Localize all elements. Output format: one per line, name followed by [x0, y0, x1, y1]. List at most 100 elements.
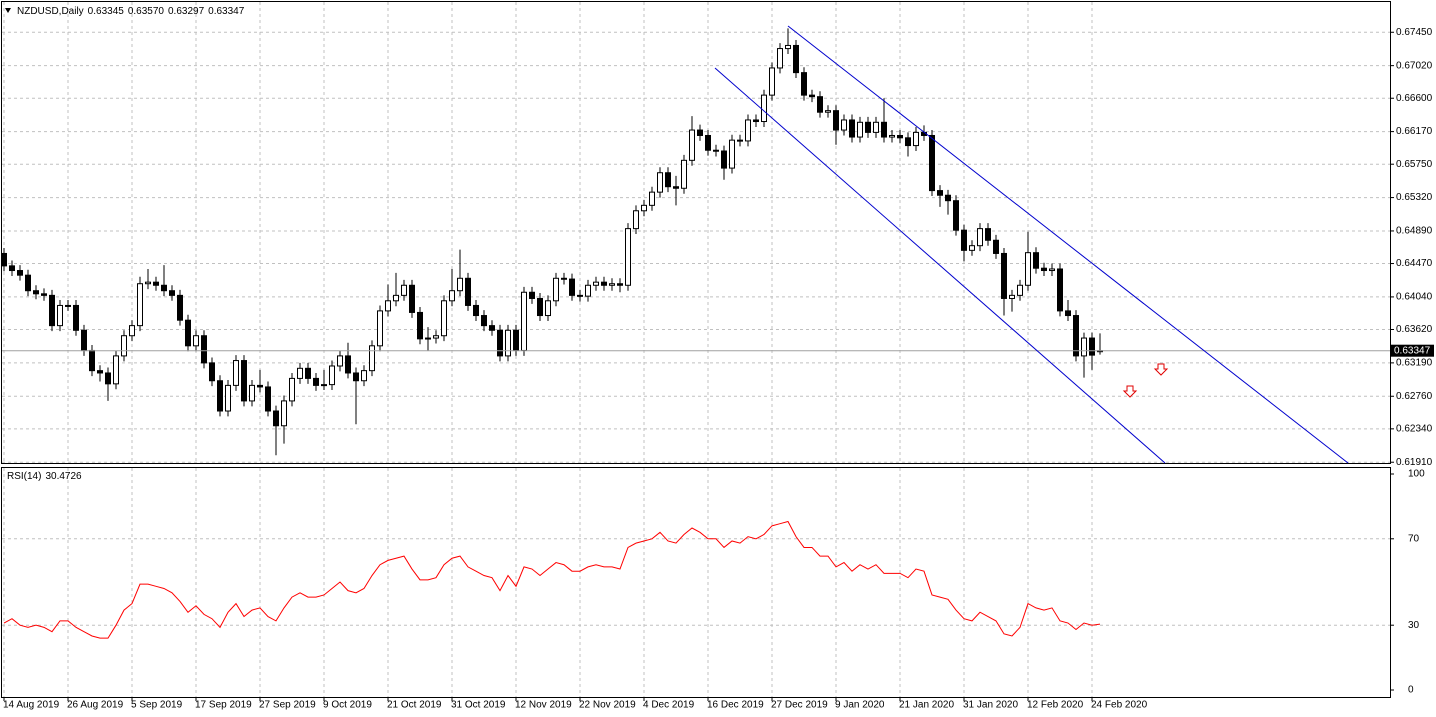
candle-body	[977, 228, 983, 247]
candle-body	[825, 110, 831, 113]
x-tick-label: 26 Aug 2019	[67, 700, 124, 711]
candle-body	[1025, 252, 1031, 286]
rsi-line	[3, 520, 1101, 639]
x-tick-label: 12 Nov 2019	[515, 700, 572, 711]
candle-body	[753, 119, 759, 123]
y-tick-label: 0.67450	[1396, 27, 1433, 38]
candle-body	[833, 110, 839, 131]
low-label: 0.63297	[168, 6, 205, 17]
candle-body	[193, 335, 199, 347]
candle-body	[41, 293, 47, 296]
high-label: 0.63570	[128, 6, 165, 17]
rsi-value: 30.4726	[45, 471, 82, 482]
y-tick-label: 0.64470	[1396, 258, 1433, 269]
x-tick-label: 16 Dec 2019	[707, 700, 764, 711]
candle-body	[385, 300, 391, 312]
candle-body	[1, 252, 7, 267]
x-tick-label: 14 Aug 2019	[3, 700, 60, 711]
candle-body	[737, 139, 743, 142]
candle-body	[257, 384, 263, 388]
candle-body	[793, 44, 799, 74]
candle-body	[433, 335, 439, 339]
y-tick-label: 0.67020	[1396, 60, 1433, 71]
candle-body	[137, 283, 143, 327]
candle-body	[217, 380, 223, 412]
candle-body	[121, 335, 127, 357]
candle-body	[145, 281, 151, 285]
candle-body	[673, 186, 679, 189]
candle-body	[281, 400, 287, 427]
candle-body	[1049, 268, 1055, 272]
y-tick-label: 0	[1408, 685, 1414, 696]
symbol-icon	[5, 8, 11, 13]
candle-body	[609, 283, 615, 286]
x-tick-label: 27 Dec 2019	[771, 700, 828, 711]
y-tick-label: 100	[1408, 469, 1425, 480]
candle-body	[945, 194, 951, 202]
candle-body	[713, 149, 719, 152]
candle-body	[129, 325, 135, 337]
x-tick-label: 21 Oct 2019	[387, 700, 442, 711]
candle-body	[25, 274, 31, 292]
candle-body	[801, 72, 807, 96]
candle-body	[865, 121, 871, 133]
y-tick-label: 0.65750	[1396, 159, 1433, 170]
candle-body	[641, 204, 647, 212]
candle-body	[89, 349, 95, 372]
rsi-title: RSI(14)	[7, 471, 41, 482]
candle-body	[1073, 315, 1079, 357]
candle-body	[929, 134, 935, 192]
open-label: 0.63345	[88, 6, 125, 17]
candle-body	[321, 384, 327, 387]
candle-body	[697, 129, 703, 136]
candle-body	[969, 245, 975, 251]
x-tick-label: 9 Oct 2019	[323, 700, 372, 711]
candle-body	[1017, 284, 1023, 296]
y-tick-label: 0.61910	[1396, 457, 1433, 468]
y-tick-label: 70	[1408, 533, 1420, 544]
y-tick-label: 0.63620	[1396, 324, 1433, 335]
candle-body	[449, 290, 455, 302]
x-tick-label: 5 Sep 2019	[131, 700, 183, 711]
candle-body	[521, 291, 527, 351]
lower-channel-line	[714, 67, 1166, 464]
candle-body	[665, 172, 671, 188]
y-tick-label: 0.64040	[1396, 292, 1433, 303]
rsi-panel-frame	[1, 467, 1391, 698]
candle-body	[353, 372, 359, 382]
candle-body	[905, 137, 911, 147]
candle-body	[441, 300, 447, 337]
candle-body	[657, 172, 663, 193]
candle-body	[593, 281, 599, 286]
candle-body	[473, 304, 479, 317]
candle-body	[225, 384, 231, 412]
candle-body	[265, 386, 271, 412]
candle-body	[161, 284, 167, 292]
candle-body	[313, 377, 319, 386]
candle-body	[169, 290, 175, 296]
y-tick-label: 0.63190	[1396, 358, 1433, 369]
candle-body	[705, 134, 711, 151]
candle-body	[105, 372, 111, 385]
candle-body	[1057, 268, 1063, 312]
candle-body	[233, 360, 239, 386]
y-tick-label: 0.65320	[1396, 192, 1433, 203]
current-price-box	[1391, 344, 1434, 357]
candle-body	[937, 190, 943, 196]
sell-arrow	[1122, 385, 1138, 398]
candle-body	[553, 277, 559, 302]
candle-body	[393, 294, 399, 302]
rsi-header: RSI(14) 30.4726	[7, 471, 82, 482]
candle-body	[961, 229, 967, 251]
candle-body	[857, 121, 863, 138]
candle-body	[1033, 252, 1039, 269]
candle-body	[249, 384, 255, 402]
y-tick-label: 0.66170	[1396, 126, 1433, 137]
candle-body	[113, 355, 119, 385]
candle-body	[153, 281, 159, 286]
price-panel-frame	[1, 1, 1391, 464]
candle-body	[873, 121, 879, 133]
candle-body	[769, 67, 775, 96]
candle-body	[465, 277, 471, 306]
